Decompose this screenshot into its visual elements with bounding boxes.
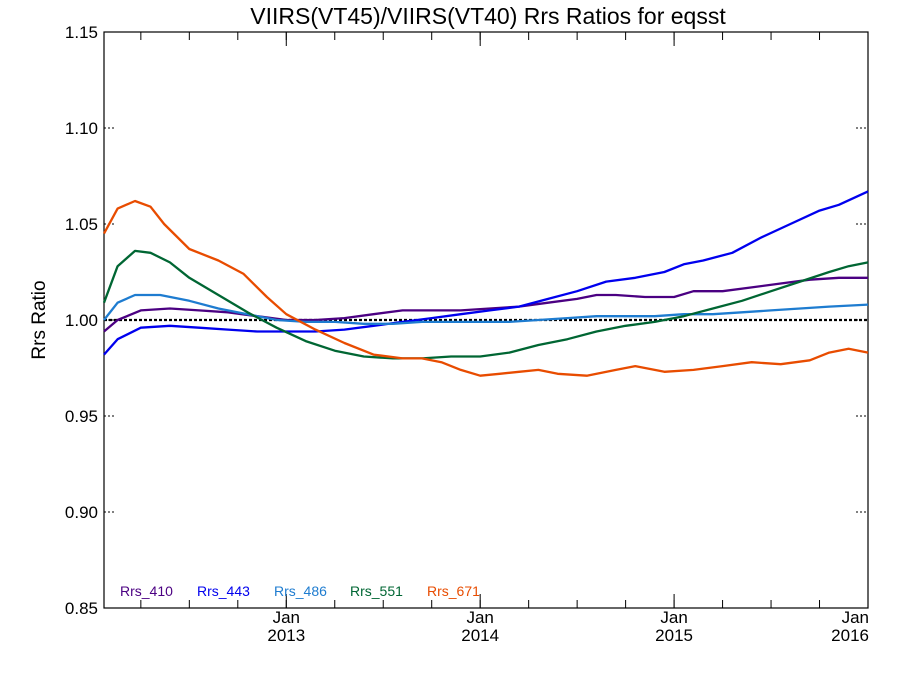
- legend: Rrs_410 Rrs_443 Rrs_486 Rrs_551 Rrs_671: [120, 583, 480, 599]
- series-line: [103, 276, 868, 333]
- legend-entry: Rrs_671: [427, 583, 480, 599]
- y-tick-label: 1.00: [65, 311, 98, 330]
- y-tick-label: 1.05: [65, 215, 98, 234]
- series-line: [103, 190, 869, 356]
- plot-area: 0.850.900.951.001.051.101.15Jan2013Jan20…: [65, 23, 869, 645]
- x-tick-month: Jan: [660, 608, 687, 627]
- y-tick-label: 1.15: [65, 23, 98, 42]
- y-tick-label: 0.90: [65, 503, 98, 522]
- x-tick-month: Jan: [273, 608, 300, 627]
- series-line: [103, 293, 869, 325]
- y-tick-label: 0.95: [65, 407, 98, 426]
- legend-entry: Rrs_443: [197, 583, 250, 599]
- series-line: [102, 199, 869, 377]
- legend-entry: Rrs_486: [274, 583, 327, 599]
- x-tick-year: 2014: [461, 626, 499, 645]
- y-tick-label: 0.85: [65, 599, 98, 618]
- series-line: [102, 249, 869, 360]
- x-tick-month: Jan: [842, 608, 869, 627]
- x-tick-year: 2016: [831, 626, 869, 645]
- y-axis-label: Rrs Ratio: [29, 280, 50, 359]
- legend-entry: Rrs_410: [120, 583, 173, 599]
- y-tick-label: 1.10: [65, 119, 98, 138]
- x-tick-year: 2013: [267, 626, 305, 645]
- chart-title: VIIRS(VT45)/VIIRS(VT40) Rrs Ratios for e…: [250, 3, 726, 29]
- x-tick-year: 2015: [655, 626, 693, 645]
- x-tick-month: Jan: [466, 608, 493, 627]
- legend-entry: Rrs_551: [350, 583, 403, 599]
